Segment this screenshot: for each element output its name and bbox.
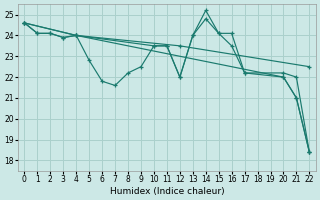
- X-axis label: Humidex (Indice chaleur): Humidex (Indice chaleur): [109, 187, 224, 196]
